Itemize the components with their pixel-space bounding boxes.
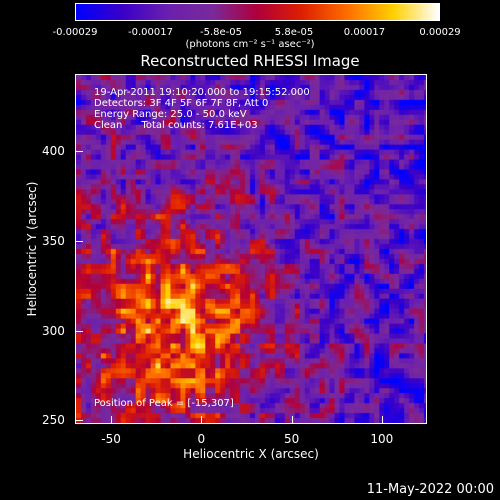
y-axis-label: Heliocentric Y (arcsec) bbox=[25, 181, 39, 317]
y-tick-label: 250 bbox=[42, 413, 65, 428]
colorbar-tick-label: 0.00029 bbox=[419, 27, 461, 38]
x-tick-mark bbox=[111, 416, 113, 424]
y-tick-mark bbox=[75, 330, 83, 332]
colorbar-tick-label: 5.8e-05 bbox=[274, 27, 314, 38]
chart-title: Reconstructed RHESSI Image bbox=[140, 52, 360, 70]
annotation-energy-range: Energy Range: 25.0 - 50.0 keV bbox=[94, 109, 247, 120]
x-tick-label: 0 bbox=[197, 432, 206, 446]
y-tick-label: 350 bbox=[42, 233, 65, 248]
colorbar-tick-label: -0.00017 bbox=[128, 27, 173, 38]
colorbar-tick-label: -5.8e-05 bbox=[200, 27, 242, 38]
colorbar bbox=[75, 3, 440, 21]
y-tick-mark bbox=[75, 240, 83, 242]
colorbar-unit-label: (photons cm⁻² s⁻¹ asec⁻²) bbox=[185, 39, 315, 50]
x-tick-label: 50 bbox=[283, 432, 300, 446]
x-tick-mark bbox=[291, 416, 293, 424]
plot-area: 19-Apr-2011 19:10:20.000 to 19:15:52.000… bbox=[75, 74, 427, 424]
annotation-peak-position: Position of Peak = [-15,307] bbox=[94, 398, 234, 409]
x-axis-label: Heliocentric X (arcsec) bbox=[183, 447, 319, 461]
annotation-time-range: 19-Apr-2011 19:10:20.000 to 19:15:52.000 bbox=[94, 87, 310, 98]
y-tick-mark bbox=[75, 151, 83, 153]
date-stamp: 11-May-2022 00:00 bbox=[366, 482, 494, 497]
x-tick-mark bbox=[381, 416, 383, 424]
x-tick-mark bbox=[201, 416, 203, 424]
x-tick-label: 100 bbox=[370, 432, 394, 446]
y-tick-label: 400 bbox=[42, 144, 65, 159]
colorbar-tick-label: 0.00017 bbox=[343, 27, 386, 38]
annotation-detectors: Detectors: 3F 4F 5F 6F 7F 8F, Att 0 bbox=[94, 98, 269, 109]
y-tick-mark bbox=[75, 420, 83, 422]
colorbar-tick-label: -0.00029 bbox=[52, 27, 98, 38]
y-tick-label: 300 bbox=[42, 323, 65, 338]
annotation-clean-counts: Clean Total counts: 7.61E+03 bbox=[94, 120, 258, 131]
heatmap-image bbox=[76, 75, 426, 423]
x-tick-label: -50 bbox=[101, 432, 121, 446]
